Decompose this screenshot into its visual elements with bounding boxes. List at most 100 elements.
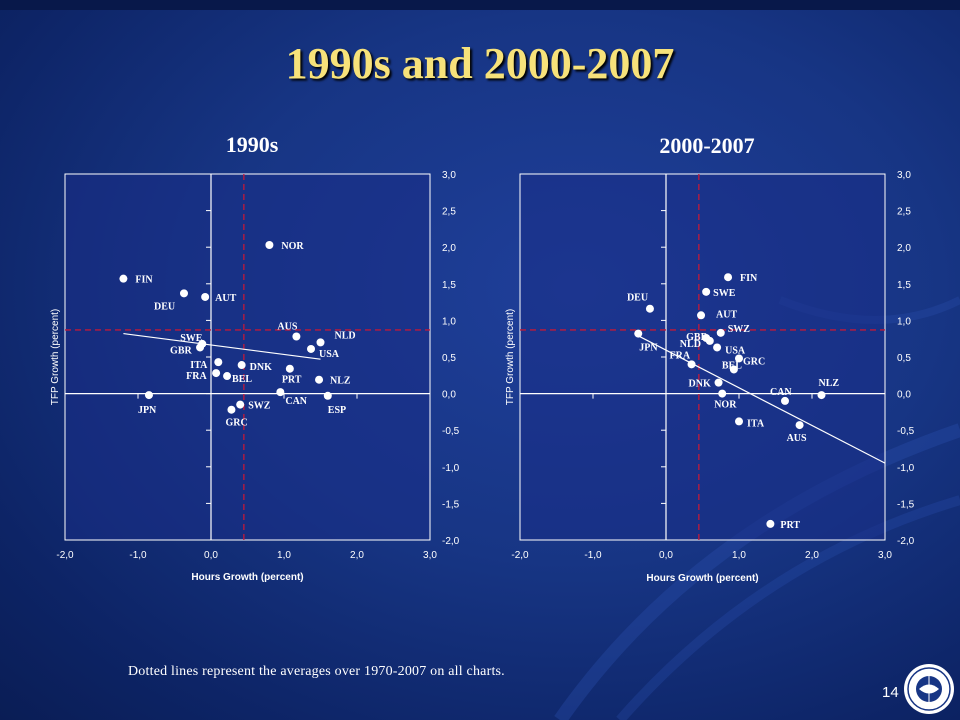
data-point-fra bbox=[212, 369, 221, 378]
data-point-esp bbox=[323, 391, 332, 400]
point-label-can: CAN bbox=[285, 396, 307, 407]
point-label-ita: ITA bbox=[747, 418, 765, 429]
data-point-bel bbox=[729, 365, 738, 374]
point-label-aus: AUS bbox=[277, 322, 297, 333]
data-point-nlz bbox=[315, 375, 324, 384]
data-point-usa bbox=[307, 344, 316, 353]
data-point-nlz bbox=[817, 391, 826, 400]
x-tick-label: -2,0 bbox=[56, 550, 74, 561]
point-label-prt: PRT bbox=[780, 520, 800, 531]
data-point-jpn bbox=[634, 329, 643, 338]
point-label-gbr: GBR bbox=[686, 332, 708, 343]
y-tick-label: -2,0 bbox=[442, 536, 460, 547]
x-tick-label: -1,0 bbox=[584, 550, 602, 561]
point-label-dnk: DNK bbox=[689, 379, 711, 390]
data-point-ita bbox=[735, 417, 743, 426]
x-tick-label: 2,0 bbox=[350, 550, 364, 561]
data-point-nld bbox=[316, 338, 325, 347]
data-point-fin bbox=[724, 273, 733, 282]
y-tick-label: 2,5 bbox=[897, 207, 911, 218]
point-label-swe: SWE bbox=[713, 288, 736, 299]
trend-line bbox=[636, 334, 886, 464]
trend-line bbox=[123, 332, 321, 360]
data-point-prt bbox=[285, 364, 294, 373]
x-tick-label: 3,0 bbox=[878, 550, 892, 561]
data-point-nld bbox=[705, 336, 714, 345]
y-axis-label: TFP Growth (percent) bbox=[50, 309, 61, 406]
plot-area bbox=[64, 173, 431, 541]
x-tick-label: 1,0 bbox=[732, 550, 746, 561]
point-label-gbr: GBR bbox=[170, 345, 192, 356]
x-tick-label: -1,0 bbox=[129, 550, 147, 561]
data-point-deu bbox=[645, 304, 654, 313]
point-label-swz: SWZ bbox=[248, 401, 271, 412]
data-point-bel bbox=[223, 372, 232, 381]
page-number: 14 bbox=[882, 684, 899, 701]
top-band bbox=[0, 0, 960, 10]
y-tick-label: 1,0 bbox=[442, 316, 456, 327]
point-label-dnk: DNK bbox=[250, 362, 272, 373]
point-label-esp: ESP bbox=[328, 405, 346, 416]
point-label-jpn: JPN bbox=[138, 405, 157, 416]
y-tick-label: 0,0 bbox=[897, 390, 911, 401]
point-label-nld: NLD bbox=[680, 339, 701, 350]
y-tick-label: 3,0 bbox=[897, 170, 911, 181]
data-point-nor bbox=[718, 389, 727, 398]
plot-area bbox=[519, 173, 886, 541]
data-point-fra bbox=[687, 360, 696, 369]
point-label-aut: AUT bbox=[215, 293, 236, 304]
y-tick-label: 2,0 bbox=[897, 243, 911, 254]
y-axis-label: TFP Growth (percent) bbox=[505, 309, 516, 406]
data-point-aut bbox=[201, 292, 210, 301]
point-label-grc: GRC bbox=[225, 418, 247, 429]
x-tick-label: -2,0 bbox=[511, 550, 529, 561]
point-label-nor: NOR bbox=[714, 400, 737, 411]
point-label-fin: FIN bbox=[740, 273, 758, 284]
data-point-swe bbox=[702, 287, 711, 296]
y-tick-label: 0,5 bbox=[897, 353, 911, 364]
x-tick-label: 3,0 bbox=[423, 550, 437, 561]
y-tick-label: 2,5 bbox=[442, 207, 456, 218]
data-point-nor bbox=[265, 241, 274, 250]
point-label-aut: AUT bbox=[716, 309, 737, 320]
data-point-can bbox=[276, 388, 285, 397]
y-tick-label: 1,5 bbox=[897, 280, 911, 291]
point-label-grc: GRC bbox=[743, 356, 765, 367]
y-tick-label: -1,5 bbox=[897, 499, 915, 510]
y-tick-label: 0,5 bbox=[442, 353, 456, 364]
point-label-deu: DEU bbox=[154, 301, 175, 312]
point-label-fra: FRA bbox=[670, 350, 691, 361]
data-point-jpn bbox=[144, 391, 153, 400]
data-point-can bbox=[780, 396, 789, 405]
y-tick-label: 0,0 bbox=[442, 390, 456, 401]
chart-title: 1990s bbox=[226, 132, 279, 157]
point-label-nlz: NLZ bbox=[818, 378, 839, 389]
data-point-grc bbox=[227, 405, 236, 414]
data-point-aus bbox=[292, 332, 301, 341]
footnote: Dotted lines represent the averages over… bbox=[128, 664, 505, 679]
point-label-aus: AUS bbox=[787, 433, 807, 444]
point-label-fra: FRA bbox=[186, 371, 207, 382]
point-label-nld: NLD bbox=[335, 330, 356, 341]
data-point-dnk bbox=[714, 378, 723, 387]
y-tick-label: 2,0 bbox=[442, 243, 456, 254]
data-point-dnk bbox=[237, 361, 246, 370]
y-tick-label: -1,0 bbox=[897, 463, 915, 474]
y-tick-label: -0,5 bbox=[442, 426, 460, 437]
data-point-usa bbox=[713, 343, 722, 352]
chart-1: 2000-2007 3,0 2,5 2,0 1,5 1,0 0,5 0,0 -0,5 -1,0 -1… bbox=[505, 133, 915, 584]
data-point-gbr bbox=[196, 343, 205, 352]
y-tick-label: 1,0 bbox=[897, 316, 911, 327]
point-label-ita: ITA bbox=[190, 360, 208, 371]
data-point-deu bbox=[179, 289, 188, 298]
x-axis-label: Hours Growth (percent) bbox=[191, 572, 303, 583]
point-label-bel: BEL bbox=[232, 374, 252, 385]
data-point-swz bbox=[236, 400, 245, 409]
point-label-jpn: JPN bbox=[639, 343, 658, 354]
data-point-fin bbox=[119, 274, 128, 283]
y-tick-label: 1,5 bbox=[442, 280, 456, 291]
point-label-deu: DEU bbox=[627, 293, 648, 304]
data-point-swz bbox=[716, 328, 725, 337]
point-label-usa: USA bbox=[319, 349, 340, 360]
